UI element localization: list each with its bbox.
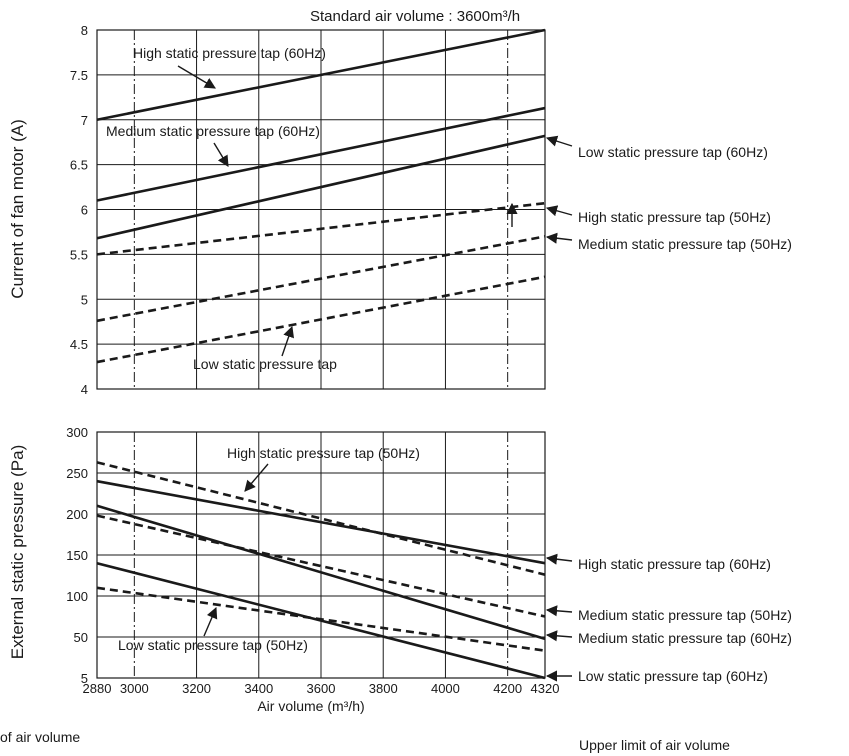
top-label-high-50hz: High static pressure tap (50Hz) (578, 209, 771, 225)
x-axis-title: Air volume (m³/h) (257, 698, 364, 714)
leader-arrow (545, 135, 573, 147)
pressure-chart-panel: 5 50 100 150 200 250 300 2880 3000 3200 3400 3600 38… (66, 425, 559, 696)
top-plot-frame (96, 29, 546, 390)
bottom-series-line-4 (96, 514, 546, 618)
top-y-tick-label: 5 (81, 292, 88, 307)
current-chart-panel: 4 4.5 5 5.5 6 6.5 7 7.5 8 (70, 23, 546, 397)
bottom-label-low-60hz: Low static pressure tap (60Hz) (578, 668, 768, 684)
standard-air-volume-header: Standard air volume : 3600m³/h (310, 8, 520, 25)
top-y-tick-label: 4 (81, 382, 88, 397)
top-series-line-5 (96, 235, 546, 323)
top-y-tick-label: 5.5 (70, 247, 88, 262)
top-series-line-1 (96, 28, 546, 122)
top-y-tick-label: 7.5 (70, 68, 88, 83)
leader-arrow (244, 463, 269, 492)
bottom-y-tick-label: 300 (66, 425, 88, 440)
bottom-y-tick-label: 150 (66, 548, 88, 563)
bottom-series-line-1 (96, 479, 546, 565)
bottom-plot-frame (96, 431, 546, 679)
bottom-label-low-50hz: Low static pressure tap (50Hz) (118, 637, 308, 653)
bottom-label-high-50hz: High static pressure tap (50Hz) (227, 445, 420, 461)
top-label-high-60hz: High static pressure tap (60Hz) (133, 45, 326, 61)
bottom-series-line-6 (96, 586, 546, 652)
bottom-series-line-2 (96, 461, 546, 576)
leader-arrow (213, 142, 229, 167)
leader-arrow (545, 605, 573, 617)
top-series-line-4 (96, 201, 546, 256)
leader-arrow (545, 232, 573, 244)
x-tick-label: 4000 (431, 681, 460, 696)
x-tick-label: 3400 (244, 681, 273, 696)
bottom-y-tick-label: 250 (66, 466, 88, 481)
bottom-y-axis-title: External static pressure (Pa) (8, 445, 27, 659)
x-tick-label: 4320 (531, 681, 560, 696)
bottom-label-high-60hz: High static pressure tap (60Hz) (578, 556, 771, 572)
bottom-y-tick-label: 200 (66, 507, 88, 522)
bottom-y-tick-label: 5 (81, 671, 88, 686)
bottom-series-line-3 (96, 504, 546, 641)
x-tick-label: 2880 (83, 681, 112, 696)
top-series-line-6 (96, 275, 546, 364)
top-y-tick-label: 4.5 (70, 337, 88, 352)
x-tick-label: 3800 (369, 681, 398, 696)
leader-arrow (545, 205, 573, 217)
top-series-line-2 (96, 106, 546, 202)
x-tick-label: 3000 (120, 681, 149, 696)
footnote-lower-limit: of air volume (0, 729, 80, 745)
footnote-upper-limit: Upper limit of air volume (579, 737, 730, 753)
x-tick-label: 3600 (307, 681, 336, 696)
bottom-y-tick-label: 50 (74, 630, 88, 645)
leader-arrow (545, 630, 573, 642)
top-label-medium-50hz: Medium static pressure tap (50Hz) (578, 236, 792, 252)
top-series-line-3 (96, 134, 546, 240)
top-label-medium-60hz: Medium static pressure tap (60Hz) (106, 123, 320, 139)
top-y-tick-label: 7 (81, 113, 88, 128)
x-tick-label: 4200 (493, 681, 522, 696)
bottom-series-line-5 (96, 561, 546, 680)
bottom-label-medium-60hz: Medium static pressure tap (60Hz) (578, 630, 792, 646)
top-y-tick-label: 6.5 (70, 158, 88, 173)
top-y-axis-title: Current of fan motor (A) (8, 119, 27, 299)
top-label-low-60hz: Low static pressure tap (60Hz) (578, 144, 768, 160)
top-y-tick-label: 8 (81, 23, 88, 38)
leader-arrow (281, 325, 295, 357)
annotation-leaders (177, 65, 573, 682)
leader-arrow (177, 65, 216, 89)
leader-arrow (545, 553, 573, 565)
bottom-label-medium-50hz: Medium static pressure tap (50Hz) (578, 607, 792, 623)
top-y-tick-label: 6 (81, 203, 88, 218)
leader-arrow (203, 606, 218, 637)
x-tick-label: 3200 (182, 681, 211, 696)
top-label-low: Low static pressure tap (193, 356, 337, 372)
bottom-y-tick-label: 100 (66, 589, 88, 604)
